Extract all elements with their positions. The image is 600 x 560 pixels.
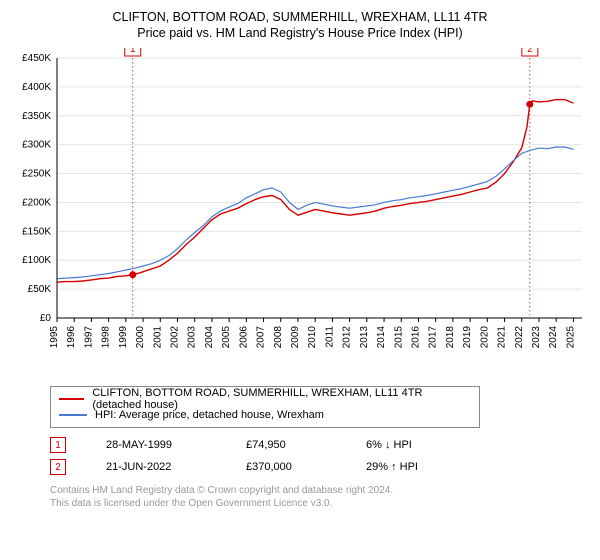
legend-label: CLIFTON, BOTTOM ROAD, SUMMERHILL, WREXHA…: [92, 387, 471, 411]
svg-text:£250K: £250K: [22, 169, 51, 180]
svg-text:2015: 2015: [393, 326, 404, 349]
title-address: CLIFTON, BOTTOM ROAD, SUMMERHILL, WREXHA…: [12, 10, 588, 24]
footer-line2: This data is licensed under the Open Gov…: [50, 497, 588, 510]
svg-text:2013: 2013: [359, 326, 370, 349]
svg-text:1997: 1997: [83, 326, 94, 349]
marker-badge: 2: [50, 459, 66, 475]
svg-text:2003: 2003: [187, 326, 198, 349]
marker-row: 1 28-MAY-1999 £74,950 6% ↓ HPI: [50, 434, 588, 456]
marker-date: 28-MAY-1999: [106, 439, 206, 451]
marker-badge: 1: [50, 437, 66, 453]
svg-text:2001: 2001: [152, 326, 163, 349]
marker-table: 1 28-MAY-1999 £74,950 6% ↓ HPI 2 21-JUN-2022 £…: [50, 434, 588, 478]
svg-text:2002: 2002: [169, 326, 180, 349]
footer-line1: Contains HM Land Registry data © Crown c…: [50, 484, 588, 497]
title-block: CLIFTON, BOTTOM ROAD, SUMMERHILL, WREXHA…: [12, 10, 588, 40]
svg-text:2017: 2017: [428, 326, 439, 349]
chart-container: CLIFTON, BOTTOM ROAD, SUMMERHILL, WREXHA…: [0, 0, 600, 520]
svg-text:2018: 2018: [445, 326, 456, 349]
svg-text:2019: 2019: [462, 326, 473, 349]
svg-text:2: 2: [527, 48, 533, 55]
svg-text:2022: 2022: [514, 326, 525, 349]
svg-text:2007: 2007: [256, 326, 267, 349]
svg-text:2025: 2025: [565, 326, 576, 349]
svg-text:1996: 1996: [66, 326, 77, 349]
svg-text:2008: 2008: [273, 326, 284, 349]
title-subtitle: Price paid vs. HM Land Registry's House …: [12, 26, 588, 40]
legend-row: CLIFTON, BOTTOM ROAD, SUMMERHILL, WREXHA…: [59, 391, 471, 407]
svg-text:£50K: £50K: [28, 284, 52, 295]
svg-text:2006: 2006: [238, 326, 249, 349]
svg-text:1995: 1995: [49, 326, 60, 349]
legend-swatch: [59, 414, 87, 416]
legend-swatch: [59, 398, 84, 400]
svg-text:£350K: £350K: [22, 111, 51, 122]
marker-row: 2 21-JUN-2022 £370,000 29% ↑ HPI: [50, 456, 588, 478]
line-chart-svg: £0 £50K £100K £150K £200K £250K £300K £350K £400…: [12, 48, 588, 378]
svg-text:£100K: £100K: [22, 255, 51, 266]
svg-text:2010: 2010: [307, 326, 318, 349]
svg-text:2021: 2021: [497, 326, 508, 349]
svg-text:2011: 2011: [324, 326, 335, 348]
svg-text:2016: 2016: [410, 326, 421, 349]
svg-text:£400K: £400K: [22, 82, 51, 93]
svg-text:2023: 2023: [531, 326, 542, 349]
svg-text:2004: 2004: [204, 326, 215, 349]
svg-text:£300K: £300K: [22, 140, 51, 151]
svg-text:£450K: £450K: [22, 53, 51, 64]
svg-text:2009: 2009: [290, 326, 301, 349]
marker-price: £74,950: [246, 439, 326, 451]
svg-text:2014: 2014: [376, 326, 387, 349]
svg-text:2020: 2020: [479, 326, 490, 349]
footer-attribution: Contains HM Land Registry data © Crown c…: [50, 484, 588, 510]
svg-text:2012: 2012: [342, 326, 353, 349]
svg-text:1999: 1999: [118, 326, 129, 349]
svg-text:2024: 2024: [548, 326, 559, 349]
marker-diff: 6% ↓ HPI: [366, 439, 456, 451]
svg-text:1998: 1998: [101, 326, 112, 349]
chart-area: £0 £50K £100K £150K £200K £250K £300K £350K £400…: [12, 48, 588, 378]
legend-label: HPI: Average price, detached house, Wrex…: [95, 409, 324, 421]
marker-price: £370,000: [246, 461, 326, 473]
svg-text:2005: 2005: [221, 326, 232, 349]
svg-text:2000: 2000: [135, 326, 146, 349]
svg-text:£0: £0: [40, 313, 52, 324]
svg-text:£200K: £200K: [22, 197, 51, 208]
marker-date: 21-JUN-2022: [106, 461, 206, 473]
marker-diff: 29% ↑ HPI: [366, 461, 456, 473]
legend-box: CLIFTON, BOTTOM ROAD, SUMMERHILL, WREXHA…: [50, 386, 480, 428]
svg-text:1: 1: [130, 48, 136, 55]
svg-text:£150K: £150K: [22, 226, 51, 237]
